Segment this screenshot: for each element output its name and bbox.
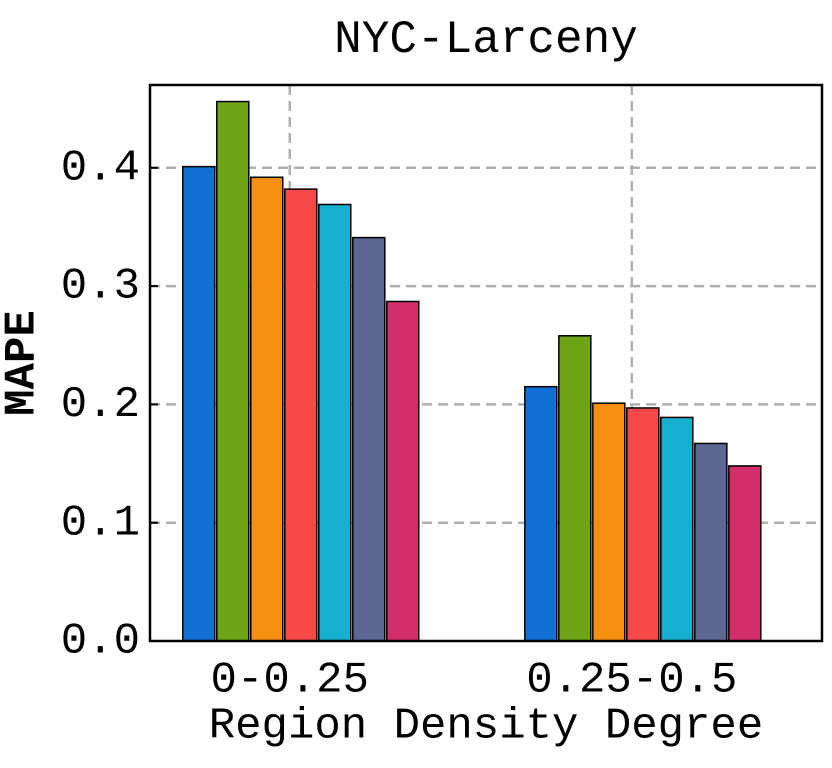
bar xyxy=(250,176,284,642)
bar xyxy=(728,465,762,642)
bar xyxy=(216,100,250,642)
y-tick-label: 0.0 xyxy=(61,617,140,667)
bar xyxy=(660,416,694,642)
y-tick-label: 0.4 xyxy=(61,143,140,193)
y-tick-label: 0.3 xyxy=(61,262,140,312)
x-tick-label: 0.25-0.5 xyxy=(526,656,737,706)
y-tick-label: 0.1 xyxy=(61,498,140,548)
bar xyxy=(592,402,626,642)
y-tick-label: 0.2 xyxy=(61,380,140,430)
plot-frame xyxy=(148,83,824,643)
bar xyxy=(558,335,592,642)
x-tick-label: 0-0.25 xyxy=(211,656,369,706)
bar xyxy=(284,188,318,642)
y-axis-label: MAPE xyxy=(0,310,48,416)
bar xyxy=(352,236,386,642)
bar xyxy=(318,203,352,642)
bar xyxy=(694,442,728,642)
bar xyxy=(524,385,558,642)
chart-title: NYC-Larceny xyxy=(334,14,638,66)
x-axis-label: Region Density Degree xyxy=(209,702,764,752)
bar xyxy=(386,300,420,642)
bar xyxy=(182,165,216,642)
bar xyxy=(626,407,660,642)
